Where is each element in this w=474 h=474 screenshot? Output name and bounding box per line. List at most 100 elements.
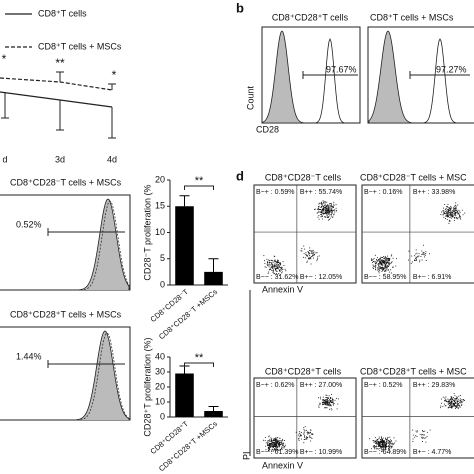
event-dot xyxy=(270,446,272,448)
event-dot xyxy=(451,397,453,399)
event-dot xyxy=(372,267,374,269)
event-dot xyxy=(387,262,389,264)
event-dot xyxy=(328,207,330,209)
event-dot xyxy=(442,214,444,216)
event-dot xyxy=(379,440,381,442)
event-dot xyxy=(451,405,453,407)
event-dot xyxy=(389,271,391,273)
event-dot xyxy=(268,435,270,437)
histogram-filled xyxy=(0,330,130,421)
event-dot xyxy=(326,217,328,218)
event-dot xyxy=(379,267,381,269)
event-dot xyxy=(383,261,384,263)
event-dot xyxy=(460,401,462,402)
event-dot xyxy=(451,396,453,398)
event-dot xyxy=(329,215,331,217)
event-dot xyxy=(453,400,454,402)
event-dot xyxy=(455,408,457,409)
event-dot xyxy=(421,259,423,261)
event-dot xyxy=(329,403,331,405)
event-dot xyxy=(458,217,460,219)
event-dot xyxy=(380,446,381,448)
event-dot xyxy=(325,210,326,212)
event-dot xyxy=(457,211,459,213)
event-dot xyxy=(323,212,325,214)
event-dot xyxy=(391,443,393,445)
event-dot xyxy=(389,448,391,450)
event-dot xyxy=(318,406,320,408)
event-dot xyxy=(456,217,458,219)
event-dot xyxy=(282,445,284,446)
event-dot xyxy=(382,443,383,445)
event-dot xyxy=(382,441,384,443)
event-dot xyxy=(424,430,426,432)
event-dot xyxy=(382,262,384,264)
event-dot xyxy=(378,265,379,267)
event-dot xyxy=(331,209,333,211)
event-dot xyxy=(455,215,457,217)
event-dot xyxy=(387,264,389,266)
event-dot xyxy=(274,440,276,441)
event-dot xyxy=(269,262,271,264)
panel-title: CD8⁺T cells + MSCs xyxy=(370,12,454,22)
event-dot xyxy=(455,217,457,219)
event-dot xyxy=(449,208,451,210)
event-dot xyxy=(391,445,393,447)
event-dot xyxy=(264,440,266,442)
event-dot xyxy=(453,401,455,402)
event-dot xyxy=(381,439,383,441)
event-dot xyxy=(271,449,273,451)
event-dot xyxy=(329,397,331,399)
event-dot xyxy=(379,261,381,263)
event-dot xyxy=(275,261,277,263)
event-dot xyxy=(385,265,386,266)
event-dot xyxy=(272,270,274,271)
event-dot xyxy=(326,402,328,404)
event-dot xyxy=(388,258,390,260)
event-dot xyxy=(305,438,307,440)
event-dot xyxy=(458,405,460,407)
event-dot xyxy=(326,400,328,402)
event-dot xyxy=(318,255,320,257)
event-dot xyxy=(323,206,325,208)
event-dot xyxy=(267,447,269,449)
event-dot xyxy=(423,252,425,253)
event-dot xyxy=(423,256,425,258)
event-dot xyxy=(326,215,328,216)
event-dot xyxy=(444,405,446,407)
event-dot xyxy=(454,400,456,402)
gate-label: 97.27% xyxy=(436,64,467,74)
event-dot xyxy=(452,213,454,214)
event-dot xyxy=(382,266,383,268)
event-dot xyxy=(320,396,321,398)
event-dot xyxy=(422,437,424,439)
event-dot xyxy=(275,443,277,445)
event-dot xyxy=(274,263,276,265)
event-dot xyxy=(453,404,455,406)
event-dot xyxy=(459,406,461,408)
event-dot xyxy=(450,212,452,214)
event-dot xyxy=(322,208,324,210)
event-dot xyxy=(378,267,380,269)
event-dot xyxy=(449,207,451,209)
event-dot xyxy=(273,438,275,439)
event-dot xyxy=(303,442,305,444)
event-dot xyxy=(329,203,331,205)
event-dot xyxy=(329,211,331,213)
event-dot xyxy=(454,204,456,206)
event-dot xyxy=(454,214,456,216)
event-dot xyxy=(441,402,443,404)
event-dot xyxy=(416,252,418,254)
event-dot xyxy=(272,450,274,452)
event-dot xyxy=(312,249,314,251)
event-dot xyxy=(373,268,375,270)
event-dot xyxy=(455,202,457,204)
event-dot xyxy=(307,433,309,435)
event-dot xyxy=(369,438,371,440)
event-dot xyxy=(376,448,378,450)
event-dot xyxy=(277,443,279,445)
event-dot xyxy=(456,404,458,405)
event-dot xyxy=(419,433,421,435)
event-dot xyxy=(459,216,461,217)
event-dot xyxy=(276,441,278,443)
